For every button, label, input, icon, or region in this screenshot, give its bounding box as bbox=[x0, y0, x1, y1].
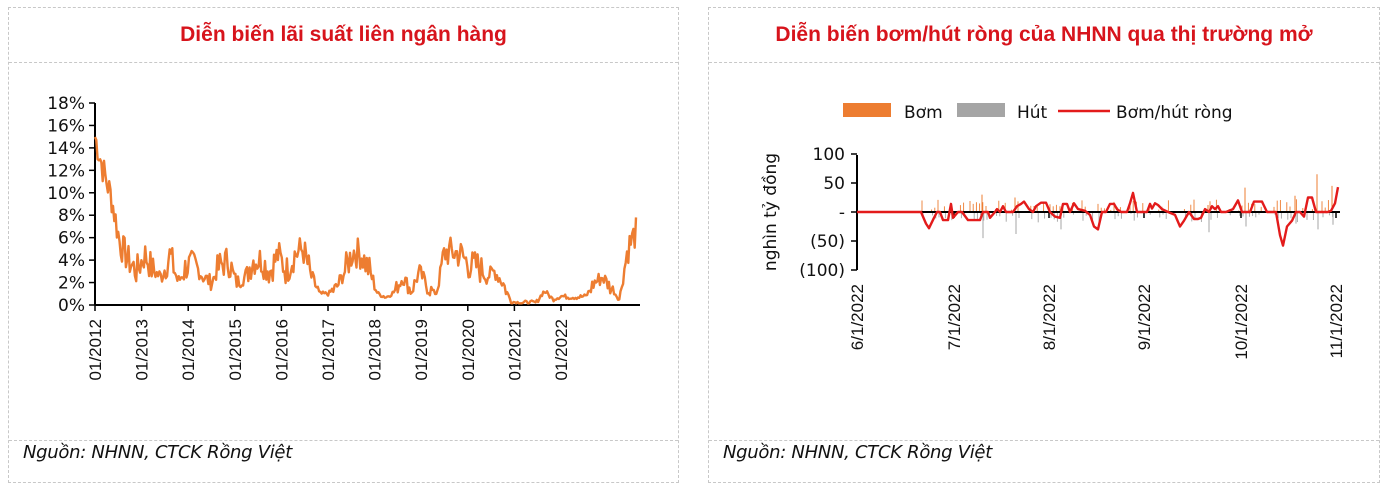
omo-net-injection-panel: Diễn biến bơm/hút ròng của NHNN qua thị … bbox=[708, 7, 1380, 483]
y-tick-label: (50) bbox=[810, 232, 845, 252]
source-note: Nguồn: NHNN, CTCK Rồng Việt bbox=[23, 442, 292, 463]
x-tick-label: 10/1/2022 bbox=[1232, 284, 1251, 360]
omo-chart: Bơm Hút Bơm/hút ròng (100) (50) - 50 100 6/1/2… bbox=[760, 103, 1346, 360]
x-tick-label: 01/2018 bbox=[366, 319, 385, 380]
divider bbox=[9, 62, 678, 63]
y-tick-label: 100 bbox=[813, 145, 845, 165]
legend: Bơm Hút Bơm/hút ròng bbox=[843, 103, 1233, 123]
y-axis: 0%2% 4%6% 8%10% 12%14% 16%18% bbox=[47, 94, 96, 316]
x-tick-label: 6/1/2022 bbox=[848, 284, 867, 350]
x-tick-label: 7/1/2022 bbox=[945, 284, 964, 350]
legend-bom: Bơm bbox=[904, 103, 943, 123]
y-tick-label: 14% bbox=[47, 139, 85, 159]
x-tick-label: 11/1/2022 bbox=[1327, 284, 1346, 358]
x-tick-label: 01/2016 bbox=[272, 319, 291, 380]
y-axis: (100) (50) - 50 100 bbox=[799, 145, 858, 281]
legend-net: Bơm/hút ròng bbox=[1116, 103, 1233, 123]
x-tick-label: 9/1/2022 bbox=[1135, 284, 1154, 350]
y-tick-label: 12% bbox=[47, 161, 85, 181]
x-tick-label: 01/2013 bbox=[133, 319, 152, 380]
x-axis: 01/2012 01/2013 01/2014 01/2015 01/2016 01/20… bbox=[86, 304, 640, 380]
y-tick-label: 10% bbox=[47, 184, 85, 204]
legend-hut: Hút bbox=[1017, 103, 1048, 123]
interbank-rate-panel: Diễn biến lãi suất liên ngân hàng Nguồn:… bbox=[8, 7, 679, 483]
y-tick-label: 50 bbox=[823, 174, 845, 194]
x-tick-label: 01/2021 bbox=[505, 319, 524, 380]
y-tick-label: 6% bbox=[58, 229, 85, 249]
net-injection-line bbox=[857, 186, 1340, 247]
source-note: Nguồn: NHNN, CTCK Rồng Việt bbox=[723, 442, 992, 463]
x-tick-label: 01/2022 bbox=[552, 319, 571, 380]
divider bbox=[9, 440, 678, 441]
y-tick-label: 18% bbox=[47, 94, 85, 114]
x-tick-label: 01/2020 bbox=[459, 319, 478, 380]
divider bbox=[709, 62, 1379, 63]
x-tick-label: 8/1/2022 bbox=[1040, 284, 1059, 350]
y-axis-label: nghìn tỷ đồng bbox=[760, 153, 781, 271]
y-tick-label: (100) bbox=[799, 261, 845, 281]
x-tick-label: 01/2015 bbox=[226, 319, 245, 380]
interbank-rate-line bbox=[93, 136, 638, 305]
y-tick-label: 16% bbox=[47, 116, 85, 136]
chart-title: Diễn biến bơm/hút ròng của NHNN qua thị … bbox=[775, 23, 1313, 46]
y-tick-label: 0% bbox=[58, 296, 85, 316]
x-tick-label: 01/2017 bbox=[319, 319, 338, 380]
interbank-rate-chart: 0%2% 4%6% 8%10% 12%14% 16%18% 01/2012 01/2013… bbox=[47, 94, 640, 380]
y-tick-label: - bbox=[839, 203, 845, 223]
y-tick-label: 8% bbox=[58, 206, 85, 226]
y-tick-label: 2% bbox=[58, 274, 85, 294]
x-axis: 6/1/2022 7/1/2022 8/1/2022 9/1/2022 10/1/202… bbox=[848, 211, 1346, 360]
y-tick-label: 4% bbox=[58, 251, 85, 271]
x-tick-label: 01/2019 bbox=[412, 319, 431, 380]
divider bbox=[709, 440, 1379, 441]
x-tick-label: 01/2014 bbox=[179, 319, 198, 380]
x-tick-label: 01/2012 bbox=[86, 319, 105, 380]
chart-title: Diễn biến lãi suất liên ngân hàng bbox=[180, 23, 507, 46]
